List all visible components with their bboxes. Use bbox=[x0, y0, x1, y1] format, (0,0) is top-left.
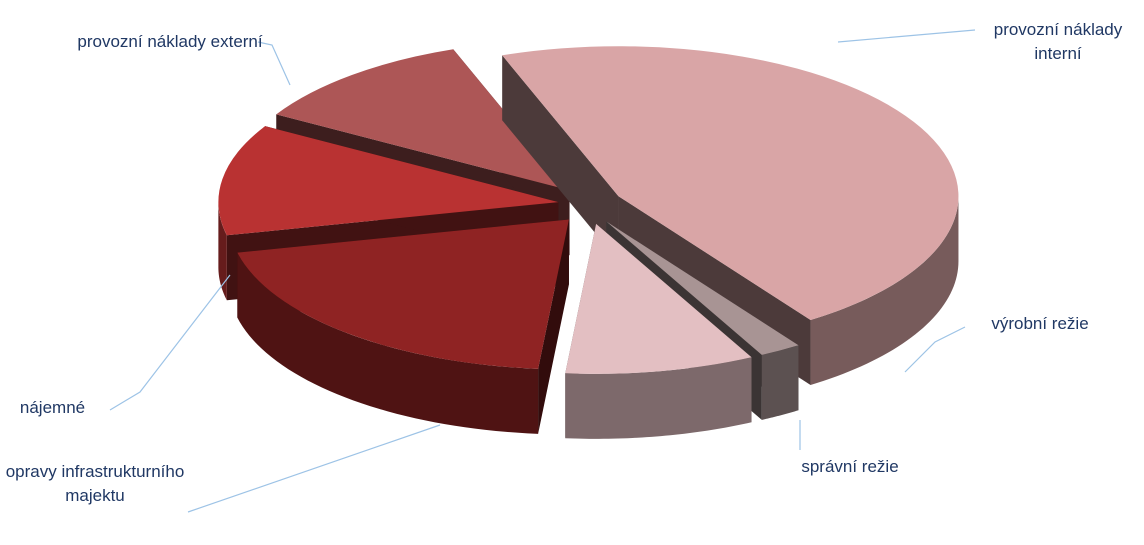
slice-label: provozní náklady externí bbox=[77, 32, 263, 51]
leader-line bbox=[904, 326, 966, 373]
slice-label: opravy infrastrukturního majektu bbox=[5, 462, 185, 505]
slice-wall bbox=[761, 345, 799, 420]
slice bbox=[276, 49, 570, 191]
slice bbox=[502, 46, 959, 320]
slice-label: provozní náklady interní bbox=[993, 20, 1123, 63]
slice bbox=[565, 223, 752, 374]
slice bbox=[606, 221, 799, 355]
slice-face bbox=[502, 55, 619, 262]
leader-line bbox=[109, 274, 231, 411]
slice-wall bbox=[565, 357, 752, 439]
slice bbox=[237, 219, 569, 369]
slice-label: nájemné bbox=[19, 398, 86, 417]
slice-label: správní režie bbox=[801, 457, 899, 476]
slice-wall bbox=[810, 196, 959, 385]
slice-wall bbox=[237, 252, 539, 434]
slice-label: výrobní režie bbox=[991, 314, 1089, 333]
leader-line bbox=[187, 424, 441, 513]
slice-wall bbox=[218, 202, 227, 301]
leader-line bbox=[837, 29, 976, 43]
slice bbox=[218, 126, 559, 236]
leader-line bbox=[257, 41, 291, 86]
